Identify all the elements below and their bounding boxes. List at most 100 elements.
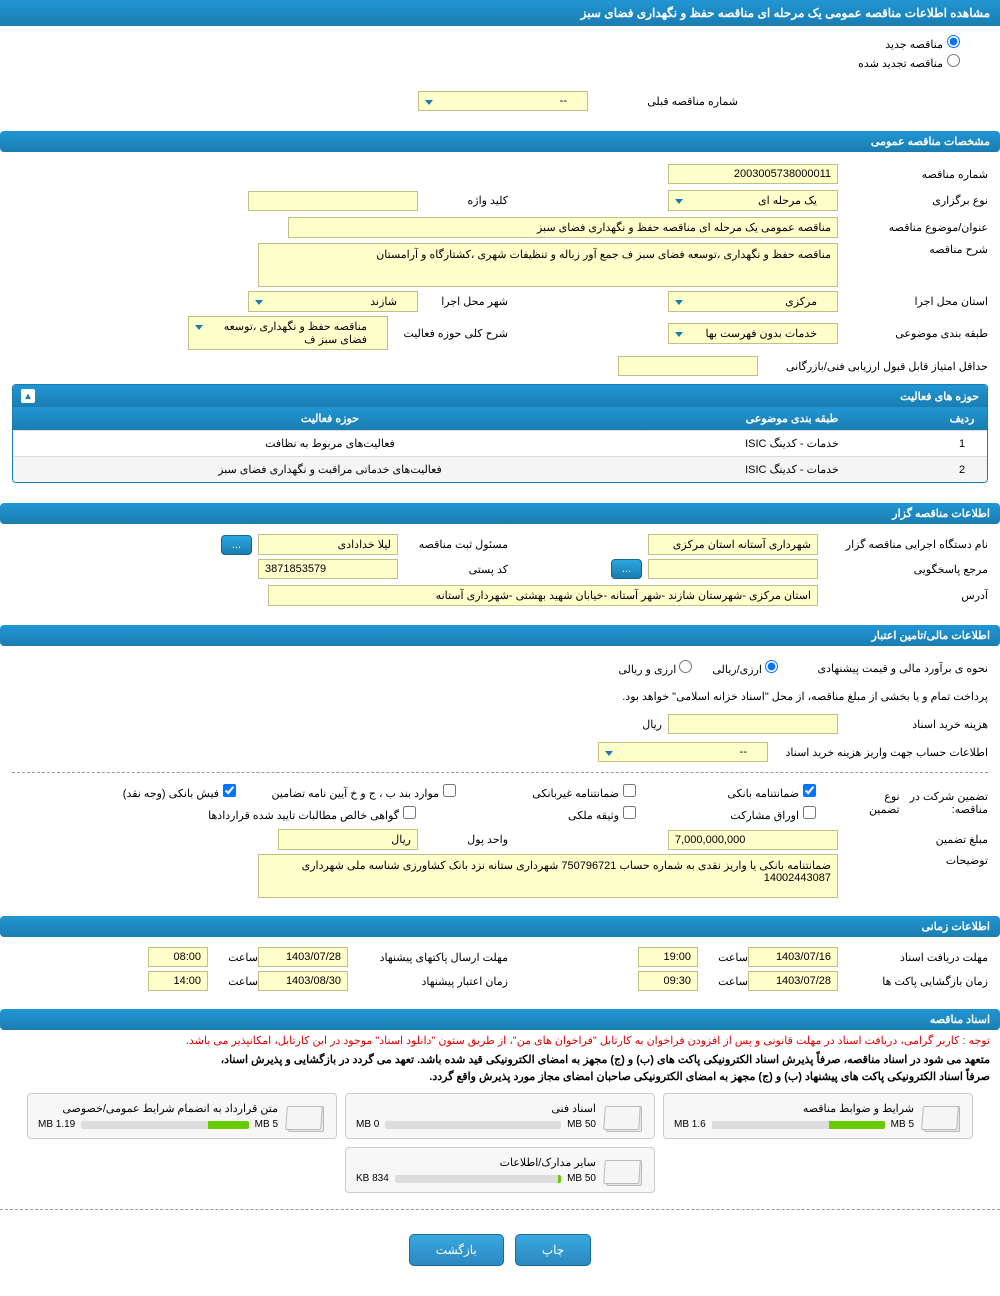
receive-date: 1403/07/16 (748, 947, 838, 967)
doc-title: اسناد فنی (356, 1102, 596, 1115)
col-row: ردیف (937, 407, 987, 431)
activity-scope-select[interactable]: مناقصه حفظ و نگهداری ،توسعه فضای سبز ف (188, 316, 388, 350)
province-select[interactable]: مرکزی (668, 291, 838, 312)
footer-buttons: چاپ بازگشت (0, 1218, 1000, 1296)
cell-cat: خدمات - کدینگ ISIC (647, 431, 937, 457)
exec-field: شهرداری آستانه استان مرکزی (648, 534, 818, 555)
doc-box-contract[interactable]: متن قرارداد به انضمام شرایط عمومی/خصوصی … (27, 1093, 337, 1139)
exec-label: نام دستگاه اجرایی مناقصه گزار (818, 538, 988, 551)
doc-box-conditions[interactable]: شرایط و ضوابط مناقصه 5 MB 1.6 MB (663, 1093, 973, 1139)
doc-cost-field[interactable] (668, 714, 838, 734)
cell-cat: خدمات - کدینگ ISIC (647, 457, 937, 483)
tender-no-label: شماره مناقصه (838, 168, 988, 181)
notes-field: ضمانتنامه بانکی یا واریز نقدی به شماره ح… (258, 854, 838, 898)
keyword-label: کلید واژه (418, 194, 508, 207)
amount-label: مبلغ تضمین (838, 833, 988, 846)
section-financial: اطلاعات مالی/تامین اعتبار (0, 625, 1000, 646)
category-label: طبقه بندی موضوعی (838, 327, 988, 340)
doc-used: 0 MB (356, 1119, 379, 1130)
folder-icon (604, 1100, 644, 1132)
ref-more-button[interactable]: ... (611, 559, 642, 579)
notice-bold-2: صرفاً اسناد الکترونیکی پاکت های پیشنهاد … (0, 1068, 1000, 1085)
chk-cash[interactable]: فیش بانکی (وجه نقد) (56, 784, 236, 800)
time-label-4: ساعت (208, 975, 258, 988)
cell-field: فعالیت‌های خدماتی مراقبت و نگهداری فضای … (13, 457, 647, 483)
radio-both-label: ارزی/ریالی (712, 664, 762, 676)
progress-bar (81, 1121, 248, 1129)
collapse-icon[interactable]: ▴ (21, 389, 35, 403)
account-label: اطلاعات حساب جهت واریز هزینه خرید اسناد (768, 746, 988, 759)
type-label: نوع برگزاری (838, 194, 988, 207)
subject-field: مناقصه عمومی یک مرحله ای مناقصه حفظ و نگ… (288, 217, 838, 238)
ref-field[interactable] (648, 559, 818, 579)
doc-title: متن قرارداد به انضمام شرایط عمومی/خصوصی (38, 1102, 278, 1115)
account-select[interactable]: -- (598, 742, 768, 762)
keyword-field[interactable] (248, 191, 418, 211)
cell-field: فعالیت‌های مربوط به نظافت (13, 431, 647, 457)
open-time: 09:30 (638, 971, 698, 991)
chk-property[interactable]: وثیقه ملکی (416, 806, 636, 822)
guarantee-label: تضمین شرکت در مناقصه: (900, 790, 988, 816)
desc-field: مناقصه حفظ و نگهداری ،توسعه فضای سبز ف ج… (258, 243, 838, 287)
print-button[interactable]: چاپ (515, 1234, 591, 1266)
folder-icon (922, 1100, 962, 1132)
doc-cap: 50 MB (567, 1119, 596, 1130)
submit-time: 08:00 (148, 947, 208, 967)
payment-note: پرداخت تمام و یا بخشی از مبلغ مناقصه، از… (622, 690, 988, 703)
city-select[interactable]: شازند (248, 291, 418, 312)
doc-used: 1.19 MB (38, 1119, 75, 1130)
chk-certificate[interactable]: گواهی خالص مطالبات تایید شده قراردادها (156, 806, 416, 822)
chk-nonbank[interactable]: ضمانتنامه غیربانکی (456, 784, 636, 800)
city-label: شهر محل اجرا (418, 295, 508, 308)
progress-bar (395, 1175, 561, 1183)
col-cat: طبقه بندی موضوعی (647, 407, 937, 431)
subject-label: عنوان/موضوع مناقصه (838, 221, 988, 234)
cell-n: 2 (937, 457, 987, 483)
doc-box-technical[interactable]: اسناد فنی 50 MB 0 MB (345, 1093, 655, 1139)
divider (12, 772, 988, 773)
time-label-3: ساعت (698, 975, 748, 988)
doc-cap: 50 MB (567, 1173, 596, 1184)
activities-title: حوزه های فعالیت (900, 390, 979, 403)
radio-both[interactable]: ارزی/ریالی (712, 660, 778, 676)
notice-bold-1: متعهد می شود در اسناد مناقصه، صرفاً پذیر… (0, 1051, 1000, 1068)
officer-field: لیلا خدادادی (258, 534, 398, 555)
validity-time: 14:00 (148, 971, 208, 991)
chk-bonds[interactable]: اوراق مشارکت (636, 806, 816, 822)
cell-n: 1 (937, 431, 987, 457)
ref-label: مرجع پاسخگویی (818, 563, 988, 576)
amount-field: 7,000,000,000 (668, 830, 838, 850)
activity-scope-label: شرح کلی حوزه فعالیت (388, 327, 508, 340)
back-button[interactable]: بازگشت (409, 1234, 504, 1266)
radio-rial-label: ارزی و ریالی (618, 664, 676, 676)
divider-bottom (0, 1209, 1000, 1210)
doc-box-other[interactable]: سایر مدارک/اطلاعات 50 MB 834 KB (345, 1147, 655, 1193)
doc-title: سایر مدارک/اطلاعات (356, 1156, 596, 1169)
radio-new-tender[interactable]: مناقصه جدید (40, 35, 960, 51)
notes-label: توضیحات (838, 854, 988, 867)
province-label: استان محل اجرا (838, 295, 988, 308)
address-field: استان مرکزی -شهرستان شازند -شهر آستانه -… (268, 585, 818, 606)
rial-unit: ریال (642, 718, 662, 731)
category-select[interactable]: خدمات بدون فهرست بها (668, 323, 838, 344)
guarantee-checkboxes: ضمانتنامه بانکی ضمانتنامه غیربانکی موارد… (12, 781, 846, 825)
radio-renewed-label: مناقصه تجدید شده (858, 58, 943, 70)
chk-bank[interactable]: ضمانتنامه بانکی (636, 784, 816, 800)
postal-field: 3871853579 (258, 559, 398, 579)
min-score-field[interactable] (618, 356, 758, 376)
radio-new-label: مناقصه جدید (885, 39, 943, 51)
radio-renewed-tender[interactable]: مناقصه تجدید شده (40, 54, 960, 70)
chk-bylaw[interactable]: موارد بند ب ، ج و خ آیین نامه تضامین (236, 784, 456, 800)
desc-label: شرح مناقصه (838, 243, 988, 256)
prev-tender-label: شماره مناقصه قبلی (588, 95, 738, 108)
unit-field: ریال (278, 829, 418, 850)
doc-cost-label: هزینه خرید اسناد (838, 718, 988, 731)
prev-tender-select[interactable]: -- (418, 91, 588, 111)
section-general: مشخصات مناقصه عمومی (0, 131, 1000, 152)
officer-more-button[interactable]: ... (221, 535, 252, 555)
type-select[interactable]: یک مرحله ای (668, 190, 838, 211)
folder-icon (604, 1154, 644, 1186)
validity-date: 1403/08/30 (258, 971, 348, 991)
radio-rial[interactable]: ارزی و ریالی (618, 660, 692, 676)
table-row: 1 خدمات - کدینگ ISIC فعالیت‌های مربوط به… (13, 431, 987, 457)
